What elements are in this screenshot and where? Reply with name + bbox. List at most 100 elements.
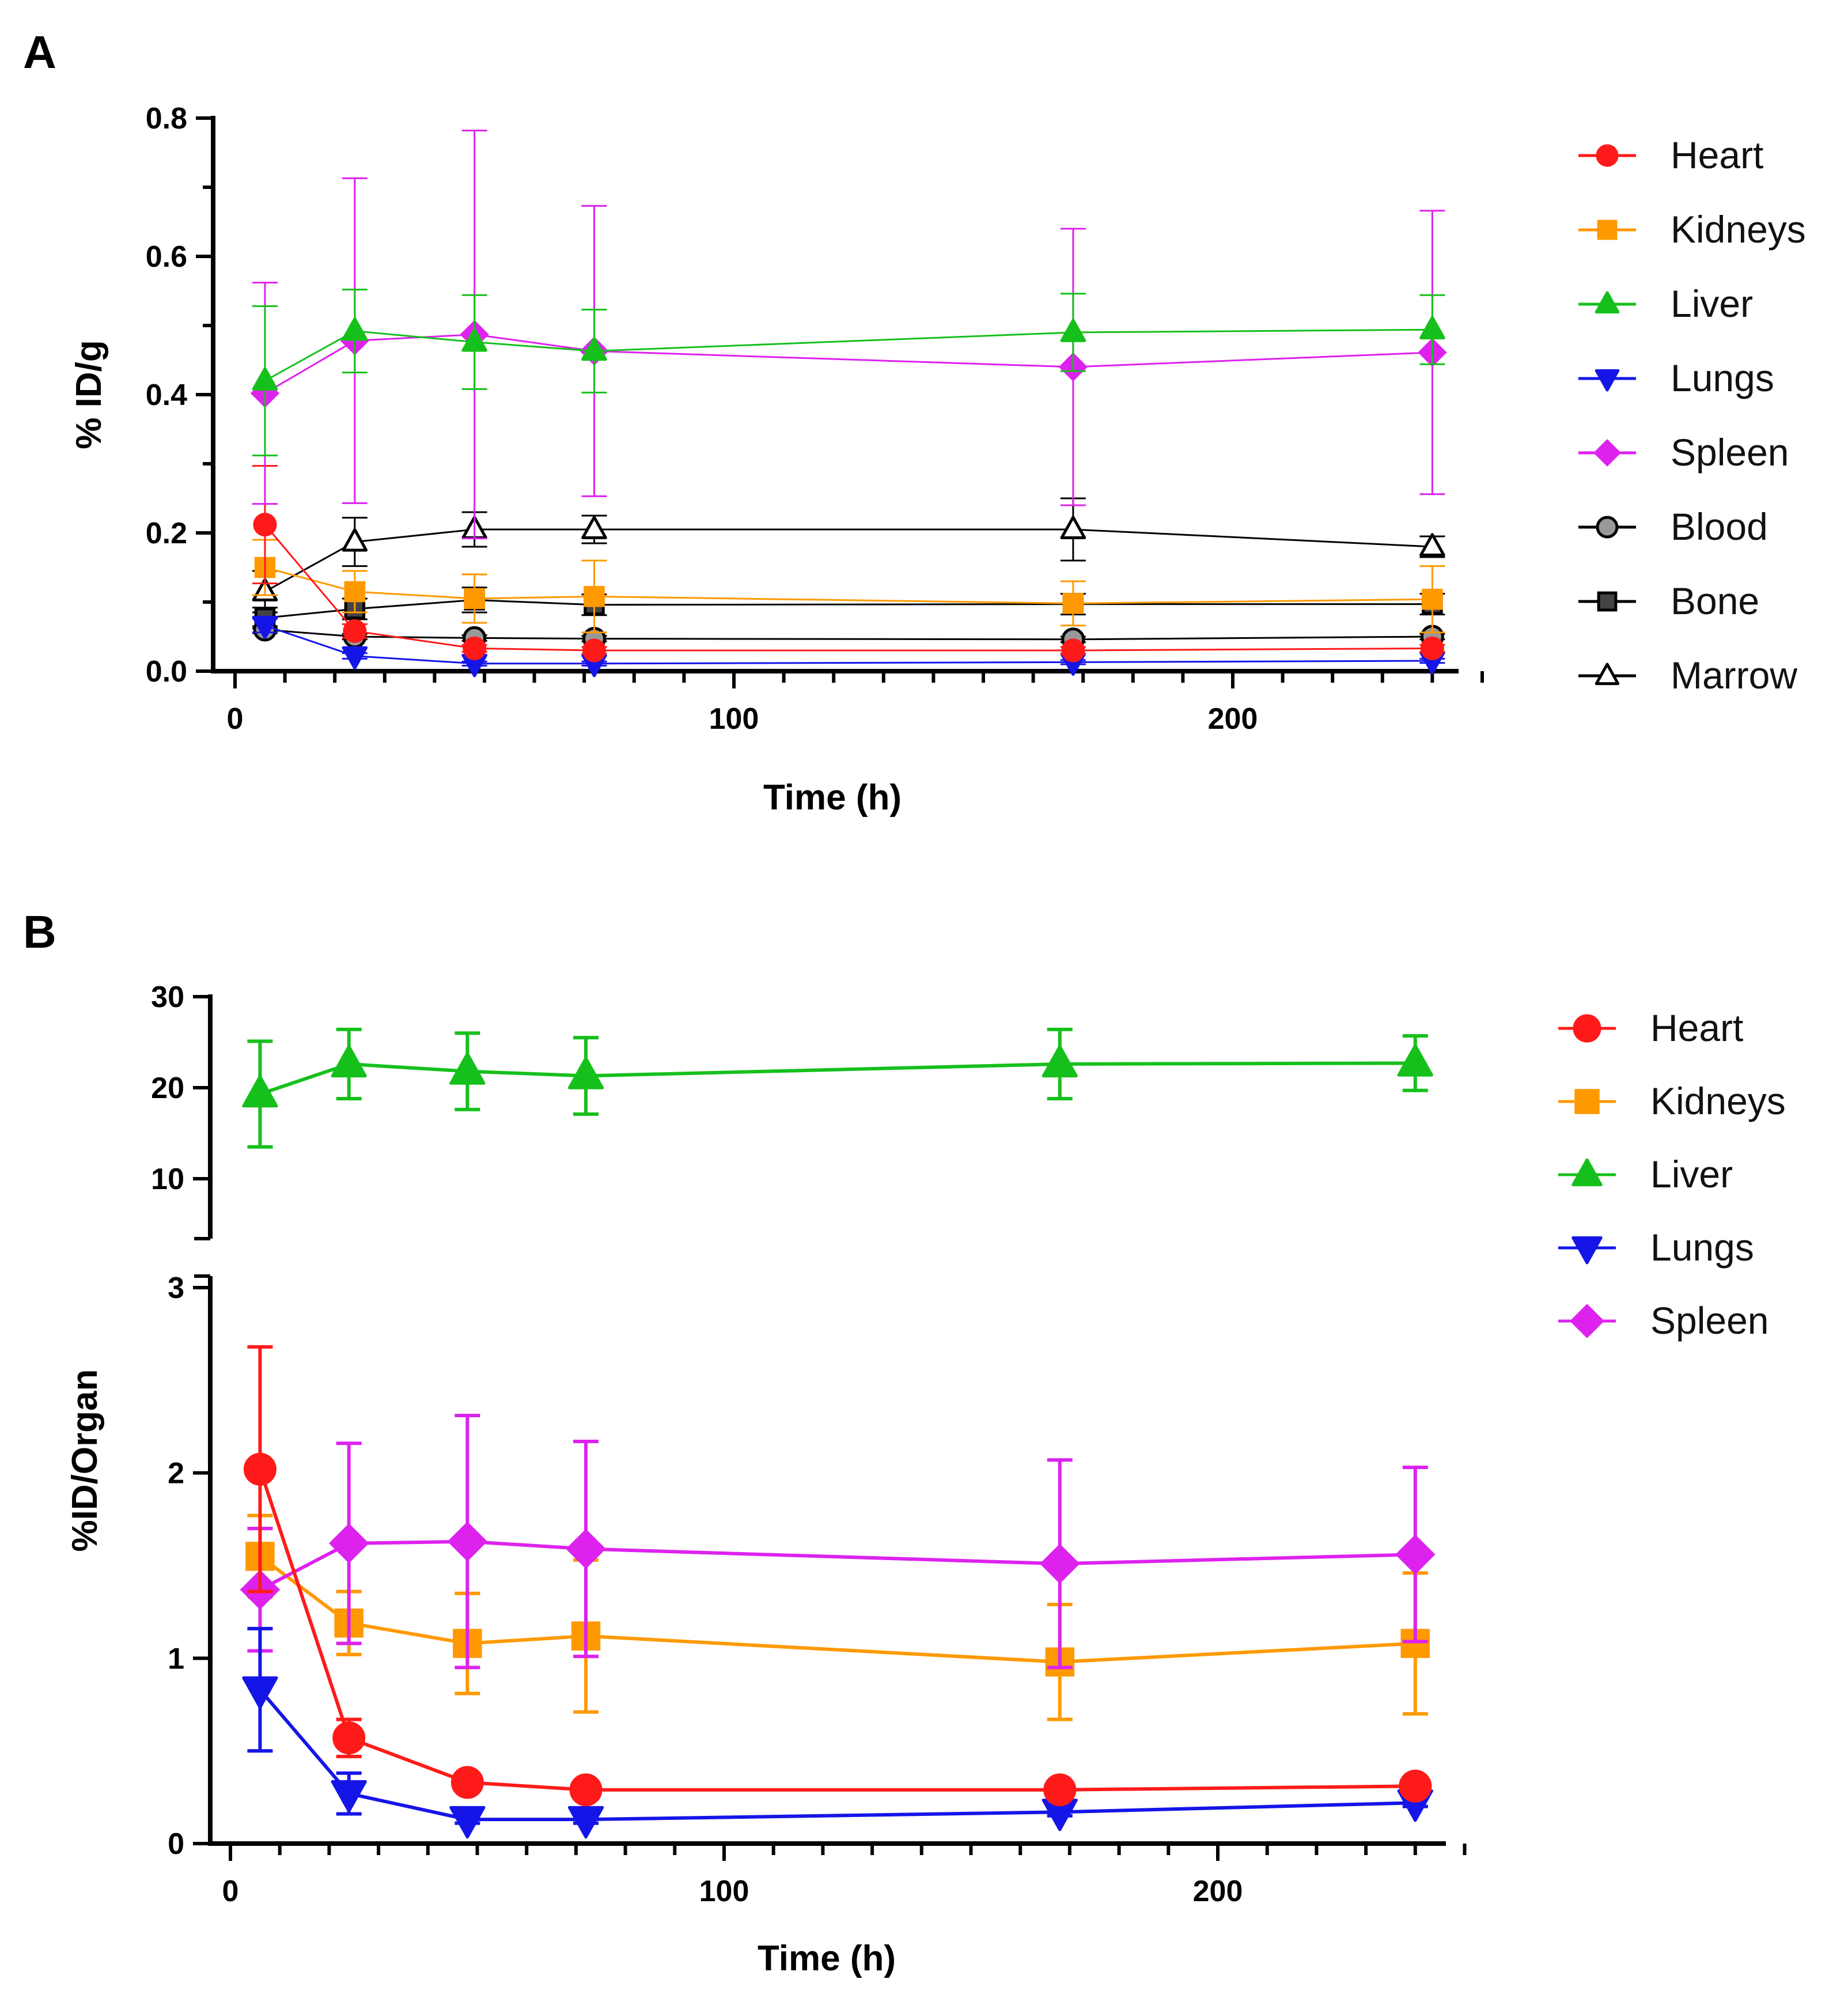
y-tick-label: 0.8	[146, 102, 187, 135]
data-point-liver	[1419, 316, 1445, 340]
series-line-heart	[264, 524, 1433, 652]
legend-label: Bone	[1671, 580, 1759, 622]
legend-item-liver: Liver	[1558, 1153, 1733, 1195]
y-axis-title: % ID/g	[69, 340, 109, 449]
data-point-marrow	[342, 528, 368, 552]
data-point-spleen	[566, 1528, 606, 1569]
legend-label: Spleen	[1650, 1299, 1769, 1342]
data-point-lungs	[449, 1806, 486, 1839]
series-bone	[252, 586, 1445, 630]
legend-label: Lungs	[1650, 1226, 1754, 1269]
data-point-marrow	[581, 516, 607, 539]
y-tick-label: 2	[168, 1457, 184, 1490]
data-point-heart	[332, 1721, 366, 1755]
legend-label: Lungs	[1671, 357, 1774, 399]
y-tick-label: 0.6	[146, 240, 187, 274]
series-line-kidneys	[264, 566, 1433, 604]
legend-label: Heart	[1650, 1006, 1743, 1049]
legend-item-kidneys: Kidneys	[1578, 208, 1806, 251]
legend-item-kidneys: Kidneys	[1558, 1080, 1786, 1122]
series-lungs	[252, 615, 1445, 678]
legend-marker	[1597, 219, 1618, 240]
legend-label: Kidneys	[1650, 1080, 1786, 1122]
y-axis-title: %ID/Organ	[65, 1369, 105, 1552]
y-tick-label: 30	[151, 981, 184, 1014]
legend-marker	[1574, 1089, 1600, 1114]
data-point-liver	[331, 1044, 367, 1078]
data-point-heart	[582, 638, 607, 663]
data-point-liver	[449, 1052, 486, 1085]
data-point-heart	[1399, 1769, 1432, 1803]
data-point-liver	[461, 328, 488, 352]
x-tick-label: 100	[709, 702, 759, 736]
legend-marker	[1597, 591, 1618, 612]
data-point-liver	[242, 1074, 278, 1108]
legend-label: Blood	[1671, 505, 1768, 548]
data-point-lungs	[252, 615, 278, 639]
data-point-lungs	[242, 1676, 278, 1709]
series-line-lungs	[264, 625, 1433, 665]
legend-marker	[1595, 663, 1620, 686]
data-point-kidneys	[1422, 588, 1443, 610]
legend-marker	[1596, 516, 1619, 539]
legend-label: Liver	[1650, 1153, 1733, 1195]
data-point-kidneys	[584, 586, 605, 607]
y-tick-label: 3	[168, 1271, 184, 1305]
y-tick-label: 0.2	[146, 517, 187, 550]
legend-item-marrow: Marrow	[1578, 654, 1797, 697]
y-tick-label: 1	[168, 1642, 184, 1675]
series-blood	[252, 618, 1445, 652]
x-axis-title: Time (h)	[758, 1939, 896, 1978]
legend-marker	[1595, 291, 1620, 314]
x-tick-label: 200	[1208, 702, 1258, 736]
data-point-lungs	[331, 1780, 367, 1813]
x-tick-label: 200	[1193, 1875, 1243, 1908]
data-point-heart	[1043, 1773, 1077, 1807]
legend-marker	[1570, 1304, 1604, 1338]
series-line-liver	[264, 328, 1433, 382]
data-point-heart	[1420, 636, 1444, 660]
data-point-heart	[243, 1452, 277, 1486]
series-lungs	[242, 1626, 1433, 1839]
legend-item-lungs: Lungs	[1578, 357, 1774, 399]
panel-label: B	[23, 906, 56, 958]
y-tick-label: 0.4	[146, 379, 187, 412]
data-point-liver	[581, 337, 607, 361]
series-line-heart	[258, 1469, 1415, 1792]
series-liver	[252, 289, 1445, 457]
legend-label: Spleen	[1671, 431, 1789, 474]
series-line-blood	[264, 629, 1433, 641]
series-heart	[252, 465, 1445, 663]
y-tick-label: 20	[151, 1072, 184, 1105]
series-spleen	[240, 1413, 1436, 1670]
panel-b: B 0 1 2 3 10 20 30 0 100 200 Time (h) %ID/Organ Heart…	[23, 906, 1786, 1978]
data-point-kidneys	[344, 581, 366, 603]
data-point-lungs	[342, 646, 368, 670]
series-line-lungs	[259, 1689, 1415, 1822]
data-point-heart	[1061, 638, 1085, 663]
legend-label: Kidneys	[1671, 208, 1806, 251]
series-kidneys	[245, 1513, 1430, 1721]
panel-label: A	[23, 27, 56, 78]
legend-marker	[1571, 1236, 1603, 1265]
series-liver	[242, 1027, 1433, 1149]
series-line-kidneys	[259, 1555, 1415, 1664]
series-kidneys	[252, 539, 1445, 634]
series-line-spleen	[264, 334, 1433, 394]
data-point-liver	[567, 1057, 604, 1089]
legend-item-heart: Heart	[1578, 134, 1763, 176]
data-point-heart	[343, 619, 367, 643]
x-tick-label: 0	[227, 702, 244, 736]
y-tick-label: 0.0	[146, 655, 187, 688]
data-point-spleen	[1395, 1534, 1436, 1575]
legend-item-blood: Blood	[1578, 505, 1768, 548]
data-point-liver	[1042, 1044, 1078, 1078]
legend-item-lungs: Lungs	[1558, 1226, 1754, 1269]
data-point-marrow	[1060, 516, 1086, 539]
data-point-spleen	[328, 1523, 369, 1564]
data-point-liver	[1060, 319, 1086, 342]
data-point-spleen	[447, 1521, 488, 1562]
panel-a: A 0.0 0.2 0.4 0.6 0.8 0 100 200 Time (h) % ID/g Hea…	[23, 27, 1806, 818]
data-point-marrow	[1419, 533, 1445, 557]
